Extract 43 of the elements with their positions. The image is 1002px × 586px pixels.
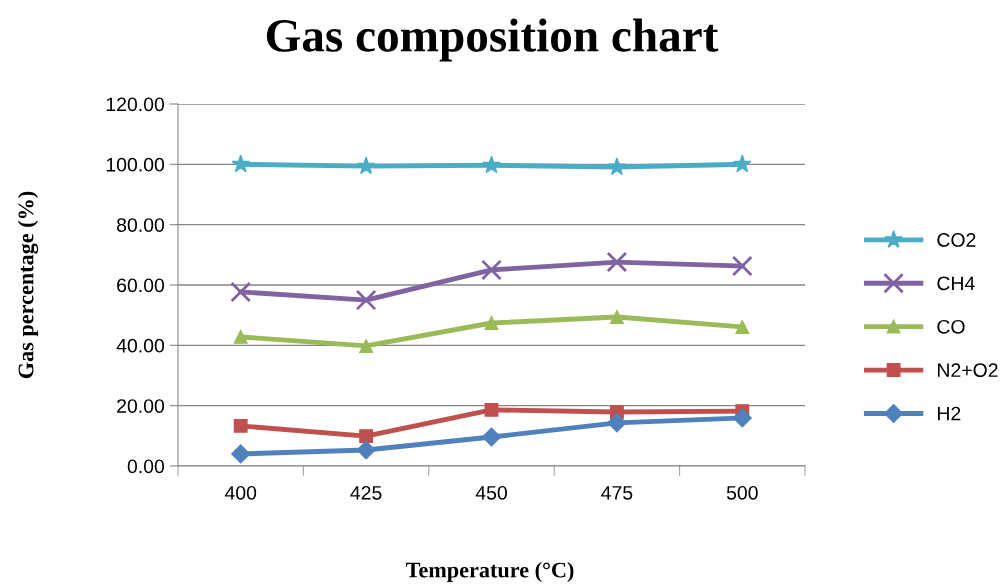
- x-tick-label: 450: [475, 485, 507, 500]
- point: [481, 259, 502, 281]
- y-tick-label: 40.00: [116, 338, 165, 353]
- point: [356, 440, 376, 460]
- point: [481, 427, 502, 447]
- point: [609, 310, 624, 324]
- point: [231, 444, 251, 464]
- point: [731, 255, 753, 277]
- y-axis-title: Gas percentage (%): [17, 191, 39, 379]
- point: [606, 251, 628, 273]
- point: [233, 329, 248, 344]
- x-axis-title: Temperature (°C): [405, 561, 574, 583]
- point: [607, 413, 627, 433]
- point: [356, 156, 376, 175]
- point: [233, 418, 248, 433]
- chart-title: Gas composition chart: [266, 18, 719, 62]
- point: [230, 281, 252, 303]
- x-tick-label: 425: [350, 485, 382, 500]
- legend-label: CO: [937, 319, 965, 334]
- legend-label: CO2: [937, 233, 976, 247]
- x-tick-label: 400: [224, 485, 257, 500]
- y-tick-label: 120.00: [106, 97, 165, 112]
- y-tick-label: 0.00: [127, 459, 165, 474]
- y-tick-label: 20.00: [117, 399, 165, 413]
- y-tick-label: 60.00: [117, 278, 165, 293]
- point: [484, 316, 499, 330]
- y-tick-label: 80.00: [117, 218, 165, 232]
- point: [359, 429, 374, 444]
- point: [607, 157, 627, 176]
- point: [482, 155, 501, 174]
- x-tick-label: 475: [601, 486, 633, 500]
- y-tick-label: 100.00: [106, 157, 165, 172]
- point: [359, 338, 374, 353]
- point: [484, 402, 499, 417]
- x-tick-label: 500: [726, 485, 758, 500]
- point: [735, 319, 750, 334]
- legend-label: H2: [937, 406, 961, 421]
- point: [733, 154, 752, 173]
- point: [732, 408, 752, 428]
- legend-label: N2+O2: [937, 363, 998, 378]
- point: [231, 154, 250, 173]
- point: [355, 289, 377, 311]
- legend-label: CH4: [937, 276, 975, 291]
